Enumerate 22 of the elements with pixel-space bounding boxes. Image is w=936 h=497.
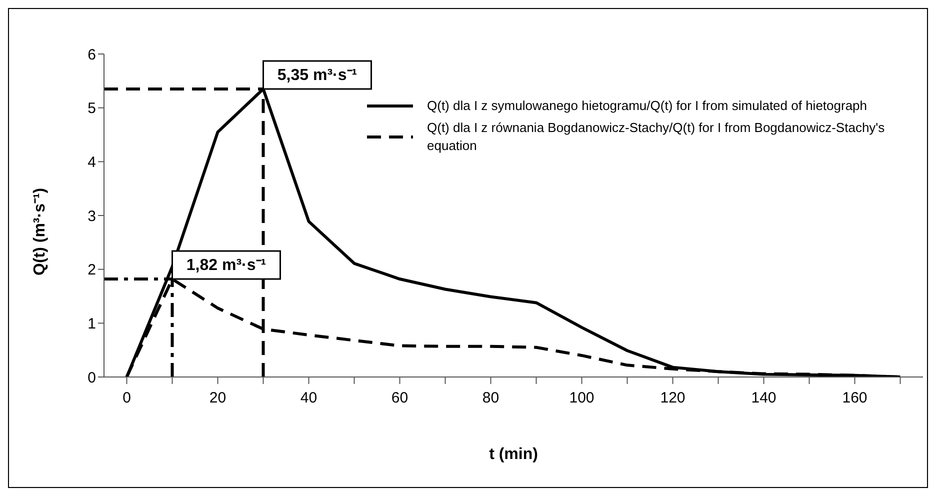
legend-label: Q(t) dla I z symulowanego hietogramu/Q(t) for I from simulated of hietograph [427, 97, 868, 115]
x-tick-label: 60 [391, 390, 408, 407]
x-axis-title: t (min) [489, 446, 538, 463]
x-tick-label: 120 [660, 390, 686, 407]
y-tick-label: 5 [88, 100, 96, 118]
y-tick-label: 1 [88, 315, 96, 332]
x-tick-label: 40 [300, 390, 318, 407]
x-tick-label: 140 [751, 390, 776, 407]
x-tick-label: 20 [209, 390, 226, 407]
y-tick-label: 3 [88, 208, 96, 225]
y-tick-label: 2 [88, 262, 96, 279]
x-tick-label: 100 [569, 390, 594, 407]
y-tick-label: 6 [88, 46, 96, 64]
x-tick-label: 160 [842, 390, 868, 407]
x-tick-label: 80 [482, 390, 500, 407]
annotation: 5,35 m³·s⁻¹ [277, 66, 358, 84]
annotation: 1,82 m³·s⁻¹ [186, 257, 266, 274]
y-tick-label: 4 [88, 154, 96, 171]
y-tick-label: 0 [88, 369, 96, 386]
x-tick-label: 0 [122, 390, 131, 407]
y-axis-title: Q(t) (m³·s⁻¹) [32, 188, 49, 276]
legend-label: Q(t) dla I z równania Bogdanowicz-Stachy/Q(t) for I from Bogdanowicz-Stachy's equation [427, 119, 886, 155]
